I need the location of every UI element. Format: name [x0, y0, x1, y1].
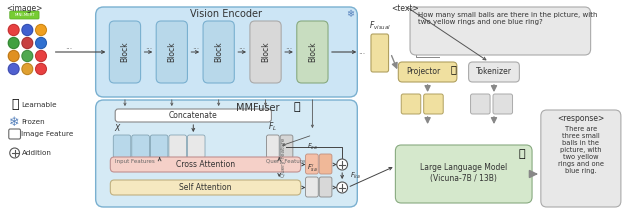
Text: Image Feature: Image Feature — [22, 131, 74, 137]
FancyBboxPatch shape — [470, 94, 490, 114]
FancyBboxPatch shape — [396, 145, 532, 203]
Text: ❄: ❄ — [10, 115, 20, 129]
FancyBboxPatch shape — [109, 21, 141, 83]
Text: <text>: <text> — [391, 4, 419, 13]
Circle shape — [337, 182, 348, 193]
FancyBboxPatch shape — [169, 135, 186, 158]
Circle shape — [22, 25, 33, 35]
FancyBboxPatch shape — [115, 109, 271, 122]
FancyBboxPatch shape — [541, 110, 621, 207]
Text: Cross Attention: Cross Attention — [176, 160, 235, 169]
Text: ...: ... — [285, 42, 292, 51]
Text: X: X — [114, 124, 120, 133]
Text: ...: ... — [65, 42, 72, 51]
FancyBboxPatch shape — [305, 177, 318, 197]
Circle shape — [36, 37, 46, 49]
Text: $F_{ka}$: $F_{ka}$ — [351, 171, 362, 181]
Text: Self Attention: Self Attention — [179, 183, 232, 192]
Circle shape — [8, 63, 19, 75]
Text: (Vicuna-7B / 13B): (Vicuna-7B / 13B) — [430, 175, 497, 183]
Text: Frozen: Frozen — [22, 119, 45, 125]
Circle shape — [22, 37, 33, 49]
FancyBboxPatch shape — [113, 135, 131, 158]
Text: Block: Block — [308, 42, 317, 62]
Text: ...: ... — [239, 42, 246, 51]
Circle shape — [8, 25, 19, 35]
Circle shape — [8, 37, 19, 49]
Text: ...: ... — [192, 42, 199, 51]
Text: Block: Block — [214, 42, 223, 62]
Text: Query Feature: Query Feature — [281, 138, 286, 177]
Text: How many small balls are there in the picture, with
two yellow rings and one blu: How many small balls are there in the pi… — [418, 12, 597, 25]
FancyBboxPatch shape — [398, 62, 457, 82]
Text: <image>: <image> — [6, 4, 43, 13]
Text: Block: Block — [167, 42, 177, 62]
Circle shape — [36, 51, 46, 61]
Text: <response>: <response> — [557, 114, 605, 123]
FancyBboxPatch shape — [110, 180, 301, 195]
Text: Block: Block — [120, 42, 129, 62]
Text: MMFuser: MMFuser — [236, 103, 280, 113]
Circle shape — [22, 63, 33, 75]
Text: ...: ... — [358, 48, 365, 57]
Circle shape — [36, 63, 46, 75]
FancyBboxPatch shape — [95, 100, 357, 207]
Text: MINI-MERT: MINI-MERT — [14, 13, 35, 17]
Circle shape — [10, 148, 20, 158]
Text: Tokenizer: Tokenizer — [476, 68, 512, 77]
Text: $F_L$: $F_L$ — [268, 120, 277, 133]
Text: $F_{visual}$: $F_{visual}$ — [369, 20, 391, 32]
FancyBboxPatch shape — [410, 7, 591, 55]
FancyBboxPatch shape — [371, 34, 388, 72]
FancyBboxPatch shape — [10, 11, 39, 19]
Text: Block: Block — [261, 42, 270, 62]
FancyBboxPatch shape — [250, 21, 281, 83]
FancyBboxPatch shape — [424, 94, 444, 114]
Circle shape — [337, 159, 348, 170]
Text: $F_{ca}$: $F_{ca}$ — [307, 142, 317, 152]
Text: 🔥: 🔥 — [294, 102, 300, 112]
FancyBboxPatch shape — [156, 21, 188, 83]
FancyBboxPatch shape — [95, 7, 357, 97]
Text: $F_{sa}'$: $F_{sa}'$ — [307, 163, 317, 175]
FancyBboxPatch shape — [188, 135, 205, 158]
FancyBboxPatch shape — [266, 135, 279, 158]
Circle shape — [8, 51, 19, 61]
Circle shape — [36, 25, 46, 35]
Text: There are
three small
balls in the
picture, with
two yellow
rings and one
blue r: There are three small balls in the pictu… — [558, 126, 604, 174]
Text: 🔥: 🔥 — [11, 98, 19, 112]
Text: ...: ... — [145, 42, 152, 51]
Text: Vision Encoder: Vision Encoder — [191, 9, 262, 19]
Text: Learnable: Learnable — [22, 102, 57, 108]
Text: Concatenate: Concatenate — [169, 111, 218, 120]
FancyBboxPatch shape — [319, 154, 332, 174]
FancyBboxPatch shape — [319, 177, 332, 197]
FancyBboxPatch shape — [468, 62, 520, 82]
Text: ❄: ❄ — [346, 9, 355, 19]
FancyBboxPatch shape — [132, 135, 149, 158]
Text: Projector: Projector — [406, 68, 441, 77]
Text: Large Language Model: Large Language Model — [420, 163, 508, 172]
Circle shape — [22, 51, 33, 61]
Text: 🔥: 🔥 — [519, 149, 525, 159]
FancyBboxPatch shape — [493, 94, 513, 114]
Text: Query Feature: Query Feature — [266, 159, 305, 164]
FancyBboxPatch shape — [9, 129, 20, 139]
Text: 🔥: 🔥 — [450, 64, 456, 74]
Text: Input Features: Input Features — [115, 159, 155, 164]
FancyBboxPatch shape — [401, 94, 420, 114]
FancyBboxPatch shape — [203, 21, 234, 83]
FancyBboxPatch shape — [150, 135, 168, 158]
Text: Addition: Addition — [22, 150, 51, 156]
FancyBboxPatch shape — [297, 21, 328, 83]
FancyBboxPatch shape — [280, 135, 293, 158]
FancyBboxPatch shape — [110, 157, 301, 172]
FancyBboxPatch shape — [305, 154, 318, 174]
